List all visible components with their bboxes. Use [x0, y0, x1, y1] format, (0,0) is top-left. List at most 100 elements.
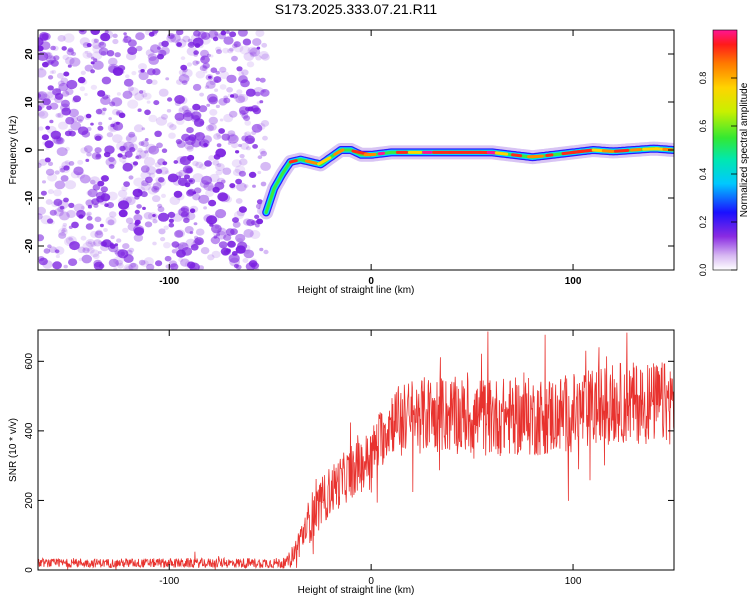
noise-blob: [212, 36, 219, 42]
noise-blob: [169, 124, 177, 131]
noise-blob: [182, 242, 187, 247]
noise-blob: [43, 248, 51, 254]
noise-blob: [108, 65, 118, 73]
noise-blob: [237, 30, 248, 37]
noise-blob: [154, 162, 161, 168]
noise-blob: [257, 170, 262, 175]
noise-blob: [192, 83, 202, 91]
noise-blob: [124, 205, 130, 211]
noise-blob: [133, 225, 145, 235]
noise-blob: [163, 242, 171, 249]
noise-blob: [203, 70, 208, 74]
noise-blob: [84, 145, 93, 153]
noise-blob: [252, 144, 258, 149]
noise-blob: [108, 156, 115, 163]
noise-blob: [49, 209, 57, 216]
noise-blob: [93, 239, 102, 247]
noise-blob: [112, 33, 118, 38]
noise-blob: [214, 33, 219, 37]
noise-blob: [200, 35, 211, 45]
noise-blob: [98, 47, 109, 56]
noise-blob: [39, 67, 44, 71]
noise-blob: [235, 198, 243, 204]
noise-blob: [200, 247, 210, 255]
noise-blob: [112, 67, 124, 76]
noise-blob: [93, 203, 99, 208]
noise-blob: [260, 89, 270, 97]
noise-blob: [178, 69, 187, 76]
noise-blob: [225, 30, 230, 34]
noise-blob: [63, 264, 68, 269]
noise-blob: [38, 110, 49, 119]
noise-blob: [68, 161, 75, 166]
noise-blob: [61, 229, 66, 234]
noise-blob: [226, 74, 237, 84]
noise-blob: [48, 246, 57, 253]
noise-blob: [186, 47, 198, 56]
noise-blob: [85, 158, 90, 162]
noise-blob: [94, 230, 104, 239]
noise-blob: [215, 163, 225, 171]
noise-blob: [90, 249, 100, 258]
noise-blob: [47, 244, 52, 249]
noise-blob: [181, 247, 193, 256]
y-tick-label: 20: [24, 48, 35, 60]
noise-blob: [137, 189, 142, 193]
noise-blob: [148, 114, 158, 123]
noise-blob: [58, 232, 67, 239]
y-tick-label: 400: [24, 422, 35, 439]
noise-blob: [186, 189, 195, 197]
noise-blob: [174, 100, 182, 107]
noise-blob: [140, 140, 149, 148]
noise-blob: [86, 126, 92, 132]
noise-blob: [164, 170, 170, 175]
noise-blob: [99, 223, 104, 228]
noise-blob: [152, 241, 157, 246]
noise-blob: [218, 241, 228, 249]
noise-blob: [106, 132, 114, 138]
noise-blob: [212, 229, 221, 236]
noise-blob: [105, 157, 117, 167]
noise-blob: [132, 161, 139, 166]
noise-blob: [216, 143, 222, 148]
noise-blob: [210, 67, 218, 73]
noise-blob: [185, 167, 193, 174]
noise-blob: [147, 186, 158, 195]
colorbar-tick-label: 0.0: [698, 264, 708, 277]
noise-blob: [127, 86, 134, 92]
noise-blob: [211, 224, 222, 234]
noise-blob: [200, 49, 209, 58]
noise-blob: [158, 88, 169, 97]
noise-blob: [176, 175, 182, 180]
noise-blob: [194, 237, 204, 246]
noise-blob: [40, 190, 47, 196]
noise-blob: [183, 206, 190, 212]
noise-blob: [104, 30, 109, 34]
noise-blob: [82, 50, 93, 59]
noise-blob: [80, 235, 87, 241]
noise-blob: [79, 37, 90, 46]
noise-blob: [97, 125, 104, 131]
noise-blob: [157, 206, 165, 213]
noise-blob: [192, 173, 204, 183]
noise-blob: [236, 182, 247, 192]
noise-blob: [243, 132, 248, 136]
noise-blob: [170, 263, 179, 270]
noise-blob: [54, 249, 60, 254]
noise-blob: [225, 248, 231, 253]
noise-blob: [116, 238, 122, 243]
noise-blob: [215, 132, 221, 137]
ridge-peak: [613, 148, 630, 153]
noise-blob: [78, 257, 83, 262]
noise-blob: [57, 112, 64, 118]
noise-blob: [92, 41, 102, 50]
noise-blob: [101, 175, 109, 182]
noise-blob: [102, 190, 107, 195]
noise-blob: [227, 141, 232, 145]
noise-blob: [235, 150, 240, 154]
noise-blob: [165, 77, 170, 81]
noise-blob: [100, 96, 111, 105]
noise-blob: [105, 216, 117, 226]
noise-blob: [125, 196, 136, 205]
noise-blob: [128, 247, 135, 253]
